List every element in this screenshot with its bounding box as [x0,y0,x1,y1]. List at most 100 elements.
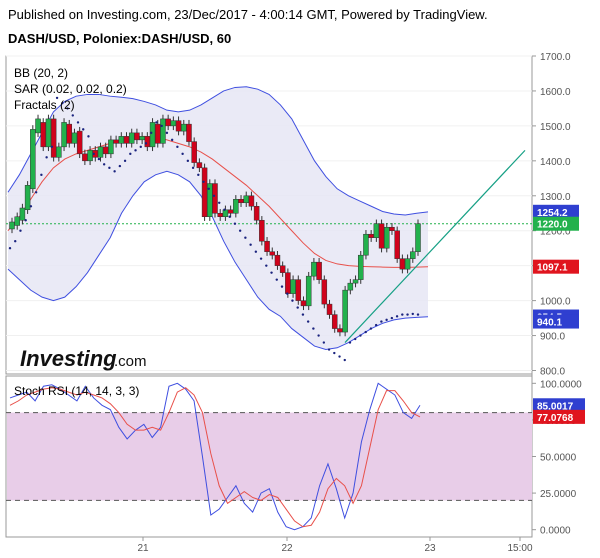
last-price-label-bg [533,216,579,231]
fractals-legend: Fractals (2) [14,98,75,112]
sar-dot [82,128,85,131]
candle-body [311,261,317,277]
sar-dot [165,131,169,135]
sar-dot [244,236,247,239]
sar-dot [374,323,378,327]
candle-body [123,136,130,144]
candle-body [404,258,411,270]
candle-body [264,240,270,252]
candle-body [165,118,171,127]
candle-body [56,146,62,158]
stoch-legend: Stoch RSI (14, 14, 3, 3) [14,384,140,398]
sar-dot [286,292,289,295]
candle-body [144,136,151,148]
candle-body [118,136,125,144]
sar-dot [207,187,210,190]
candle-body [394,230,400,259]
candle-body [191,141,197,163]
sar-dot [14,240,17,243]
sar-dot [265,264,268,267]
sar-dot [71,114,74,117]
candle-body [217,213,223,217]
last-price-label: 1220.0 [537,220,568,231]
price-axis-label: 900.0 [540,332,565,343]
candle-body [175,120,182,132]
candle-body [352,279,359,284]
sar-dot [34,191,38,194]
candle-body [154,123,161,144]
candle-body [384,226,390,249]
candle-body [357,254,364,280]
sar-dot [312,327,315,330]
stoch-series-k [9,382,421,531]
candle-body [410,251,416,259]
sar-dot [24,219,27,222]
sar-dot [176,145,179,149]
time-axis-label: 23 [424,543,436,554]
candle-body [399,258,406,270]
bb-legend: BB (20, 2) [14,66,69,80]
sar-dot [129,152,132,156]
sar-dot [134,149,137,152]
sar-dot [223,208,226,211]
investing-logo: Investing .com [20,346,147,371]
sar-dot [186,159,190,163]
sar-dot [333,351,336,355]
price-axis-label: 1000.0 [540,297,571,308]
price-axis-label: 1600.0 [540,87,571,98]
sar-dot [301,313,305,316]
candle-body [326,303,333,315]
bb-mid-price-label: 1097.1 [537,263,568,274]
candle-body [295,279,302,301]
sar-dot [291,299,294,302]
bb-lower-price-label-b-bg [533,314,579,329]
candle-body [227,209,234,214]
sar-dot [364,330,367,334]
sar-dot [61,101,64,105]
stoch-axis-label: 0.0000 [540,526,571,537]
sar-dot [8,246,12,250]
stoch-panel [6,382,532,531]
sar-dot [359,334,362,337]
sar-dot [385,318,388,322]
candle-body [233,199,239,214]
sar-dot [296,306,299,309]
sar-dot [249,243,252,246]
published-note: Published on Investing.com, 23/Dec/2017 … [8,7,488,22]
candle-body [128,132,135,144]
candle-body [76,130,83,155]
sar-dot [280,285,284,288]
stoch-axis-label: 100.0000 [540,379,582,390]
sar-dot [338,355,341,358]
candle-body [373,223,380,238]
candle-body [368,233,374,238]
candle-body [331,314,338,329]
bb-mid-price-label-bg [533,259,579,274]
sar-dot [108,166,111,170]
chart-symbol-title: DASH/USD, Poloniex:DASH/USD, 60 [8,31,232,46]
sar-dot [212,194,216,197]
candle-body [305,275,312,307]
sar-dot [118,164,122,168]
sar-dot [45,156,48,159]
candle-body [269,251,276,256]
sar-dot [395,315,399,318]
candle-body [61,122,67,148]
sar-dot [19,229,22,232]
time-axis-label: 22 [281,543,293,554]
sar-dot [322,341,326,344]
sar-dot [97,157,101,161]
sar-legend: SAR (0.02, 0.02, 0.2) [14,82,127,96]
price-panel [6,55,532,372]
candle-body [97,146,104,158]
bb-upper-line [7,86,429,216]
candle-body [248,195,255,207]
candle-body [342,289,348,333]
bb-upper-price-label-bg [533,204,579,219]
candle-body [45,118,52,148]
sar-dot [197,173,200,177]
candle-body [134,132,140,141]
stoch-series-d [9,387,421,528]
stoch-axis-label: 50.0000 [540,453,577,464]
